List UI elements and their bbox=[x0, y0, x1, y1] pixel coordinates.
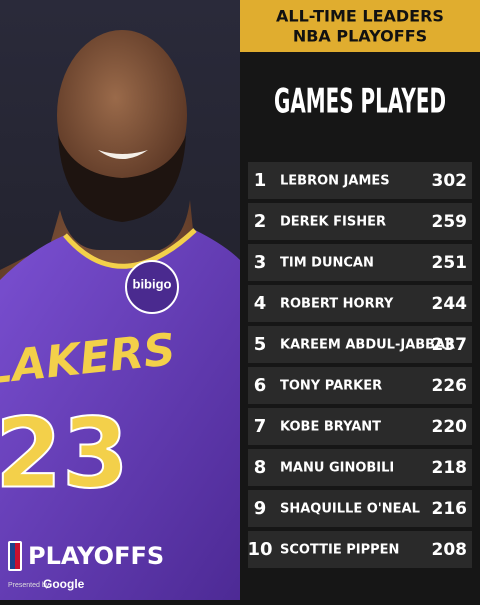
player-name: LEBRON JAMES bbox=[280, 174, 390, 189]
player-name: SHAQUILLE O'NEAL bbox=[280, 502, 420, 517]
player-name: DEREK FISHER bbox=[280, 215, 386, 230]
row-background bbox=[248, 367, 472, 404]
jersey-number: 23 bbox=[0, 397, 129, 509]
rank: 6 bbox=[254, 375, 267, 396]
row-background bbox=[248, 449, 472, 486]
rank: 4 bbox=[254, 293, 267, 314]
row-background bbox=[248, 326, 472, 363]
games-played: 218 bbox=[432, 458, 468, 478]
row-background bbox=[248, 408, 472, 445]
row-background bbox=[248, 490, 472, 527]
rank: 2 bbox=[254, 211, 267, 232]
player-name: KAREEM ABDUL-JABBAR bbox=[280, 338, 455, 353]
player-name: SCOTTIE PIPPEN bbox=[280, 543, 399, 558]
row-background bbox=[248, 531, 472, 568]
games-played: 208 bbox=[432, 540, 468, 560]
playoffs-logo: PLAYOFFS bbox=[28, 542, 164, 570]
heading: GAMES PLAYED bbox=[274, 82, 446, 122]
player-name: KOBE BRYANT bbox=[280, 420, 381, 435]
games-played: 244 bbox=[432, 294, 468, 314]
player-head bbox=[57, 30, 187, 200]
header-box bbox=[240, 0, 480, 52]
games-played: 237 bbox=[432, 335, 468, 355]
nba-logo-red bbox=[15, 543, 20, 569]
player-beard bbox=[58, 135, 186, 222]
player-name: MANU GINOBILI bbox=[280, 461, 394, 476]
leaderboard: 1 LEBRON JAMES 302 2 DEREK FISHER 259 3 TIM DUN… bbox=[247, 162, 472, 568]
rank: 10 bbox=[247, 539, 272, 560]
header-subtitle: NBA PLAYOFFS bbox=[293, 27, 427, 46]
games-played: 226 bbox=[432, 376, 468, 396]
nba-logo-blue bbox=[10, 543, 15, 569]
player-name: TIM DUNCAN bbox=[280, 256, 374, 271]
rank: 9 bbox=[254, 498, 267, 519]
jersey-patch-text: bibigo bbox=[133, 276, 172, 291]
games-played: 251 bbox=[432, 253, 468, 273]
row-background bbox=[248, 162, 472, 199]
row-background bbox=[248, 285, 472, 322]
presented-by: Presented by bbox=[8, 582, 50, 589]
games-played: 220 bbox=[432, 417, 468, 437]
rank: 5 bbox=[254, 334, 267, 355]
rank: 8 bbox=[254, 457, 267, 478]
player-name: TONY PARKER bbox=[280, 379, 382, 394]
player-jersey bbox=[0, 230, 240, 600]
games-played: 216 bbox=[432, 499, 468, 519]
jersey-collar bbox=[63, 228, 197, 269]
player-smile bbox=[98, 150, 148, 159]
games-played: 259 bbox=[432, 212, 468, 232]
rank: 1 bbox=[254, 170, 267, 191]
row-background bbox=[248, 203, 472, 240]
sponsor: Google bbox=[43, 577, 85, 591]
jersey-patch bbox=[125, 260, 179, 314]
player-name: ROBERT HORRY bbox=[280, 297, 394, 312]
header-title: ALL-TIME LEADERS bbox=[276, 7, 444, 26]
rank: 7 bbox=[254, 416, 267, 437]
row-background bbox=[248, 244, 472, 281]
games-played: 302 bbox=[432, 171, 468, 191]
rank: 3 bbox=[254, 252, 267, 273]
